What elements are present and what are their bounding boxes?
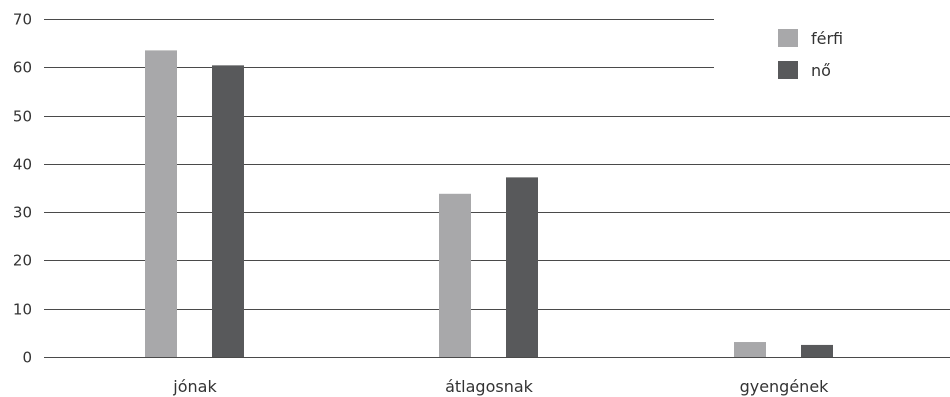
- bar-no-2: [801, 344, 833, 357]
- bars: [145, 50, 833, 358]
- bar-no-1: [506, 177, 538, 357]
- legend-swatch: [778, 61, 798, 79]
- y-tick-label: 70: [13, 11, 32, 29]
- x-category-label: átlagosnak: [445, 377, 534, 396]
- legend-label: férfi: [811, 29, 843, 48]
- x-category-label: gyengének: [740, 377, 830, 396]
- y-tick-label: 60: [13, 59, 32, 77]
- bar-ferfi-0: [145, 50, 177, 358]
- legend: férfi nő: [778, 29, 843, 80]
- y-tick-label: 30: [13, 204, 32, 222]
- x-axis-labels: jónak átlagosnak gyengének: [172, 377, 829, 396]
- bar-no-0: [212, 65, 244, 358]
- bar-ferfi-1: [439, 193, 471, 357]
- bar-ferfi-2: [734, 342, 766, 357]
- y-tick-label: 40: [13, 156, 32, 174]
- x-category-label: jónak: [172, 377, 217, 396]
- y-tick-label: 20: [13, 252, 32, 270]
- y-tick-label: 50: [13, 108, 32, 126]
- y-tick-label: 0: [22, 349, 32, 367]
- y-tick-label: 10: [13, 301, 32, 319]
- legend-swatch: [778, 29, 798, 47]
- legend-label: nő: [811, 61, 831, 80]
- y-axis-ticks: 0 10 20 30 40 50 60 70: [13, 11, 32, 367]
